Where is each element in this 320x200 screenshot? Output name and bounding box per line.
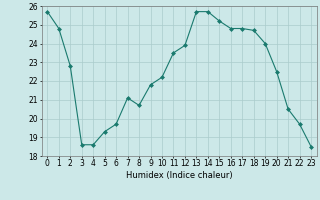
X-axis label: Humidex (Indice chaleur): Humidex (Indice chaleur) [126, 171, 233, 180]
